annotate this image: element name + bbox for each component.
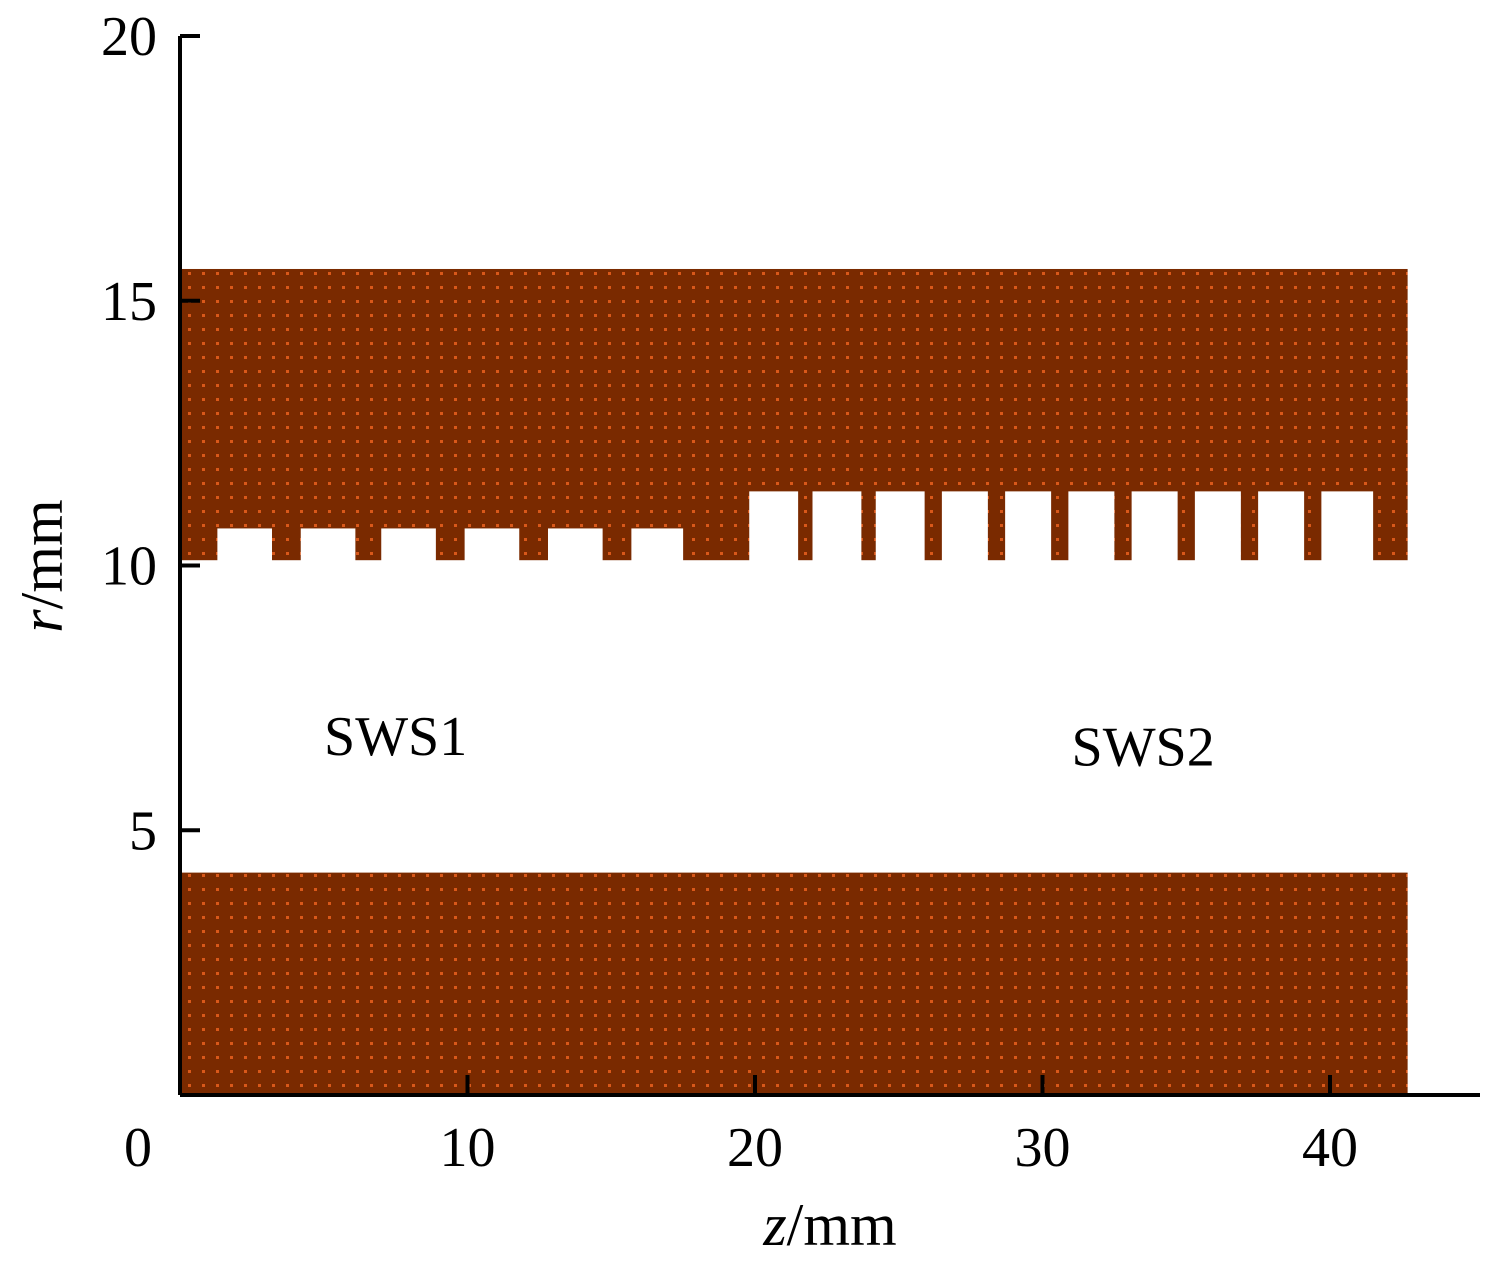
sws-slot xyxy=(812,491,862,562)
sws-label: SWS1 xyxy=(324,706,467,768)
sws-slot xyxy=(548,528,603,562)
y-axis-label: r/mm xyxy=(9,499,75,632)
sws-slot xyxy=(217,528,272,562)
sws-slot xyxy=(1258,491,1305,562)
y-tick-label: 5 xyxy=(129,800,157,862)
sws-slot xyxy=(300,528,356,562)
x-tick-label: 10 xyxy=(440,1117,496,1179)
sws-slot xyxy=(749,491,799,562)
x-ticks: 0 10 20 30 40 xyxy=(124,1075,1358,1179)
y-tick-label: 10 xyxy=(101,536,157,598)
x-tick-label: 0 xyxy=(124,1117,152,1179)
sws-slot xyxy=(941,491,988,562)
x-axis-label: z/mm xyxy=(762,1192,896,1258)
x-axis-unit: /mm xyxy=(787,1192,897,1258)
sws-slot xyxy=(1131,491,1178,562)
inner-conductor xyxy=(180,872,1408,1095)
x-tick-label: 20 xyxy=(727,1117,783,1179)
sws-slot xyxy=(464,528,520,562)
sws-slot xyxy=(1321,491,1374,562)
axes: 0 10 20 30 40 5 10 15 20 xyxy=(101,6,1480,1179)
x-tick-label: 40 xyxy=(1302,1117,1358,1179)
sws-slot xyxy=(1194,491,1241,562)
x-tick-label: 30 xyxy=(1015,1117,1071,1179)
y-tick-label: 15 xyxy=(101,271,157,333)
y-tick-label: 20 xyxy=(101,6,157,68)
material-layer xyxy=(180,268,1408,1095)
y-axis-unit: /mm xyxy=(9,499,75,609)
sws-label: SWS2 xyxy=(1072,717,1215,779)
y-axis-variable: r xyxy=(9,609,75,633)
annotations: SWS1 SWS2 xyxy=(324,706,1215,779)
sws-slot xyxy=(631,528,684,562)
sws-slot xyxy=(381,528,436,562)
x-axis-variable: z xyxy=(762,1192,786,1258)
sws-slot xyxy=(1068,491,1115,562)
sws-slot xyxy=(875,491,925,562)
y-ticks: 5 10 15 20 xyxy=(101,6,200,862)
sws-slot xyxy=(1005,491,1052,562)
